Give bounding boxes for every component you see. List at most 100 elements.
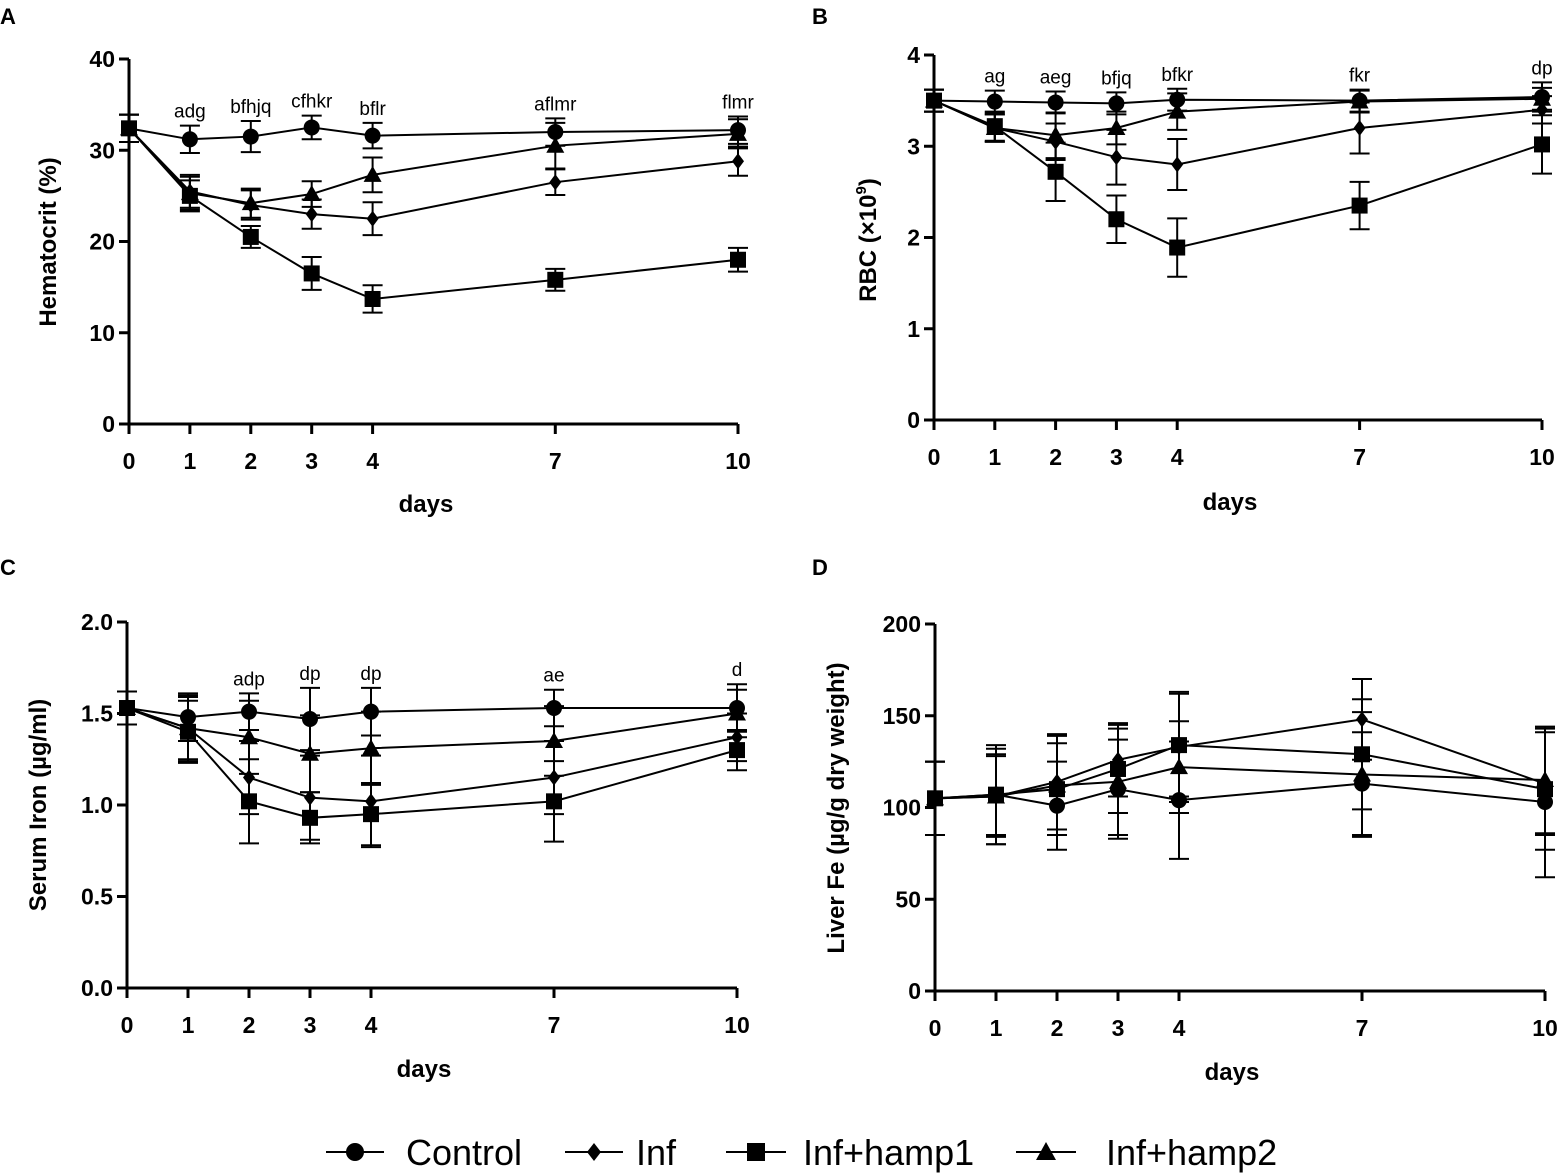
x-tick-label: 2 [1051, 1015, 1064, 1041]
series-line-inf-hamp1 [933, 99, 1543, 249]
legend-item-inf: Inf [565, 1132, 677, 1173]
y-tick-label: 100 [883, 795, 921, 821]
y-tick-label: 150 [883, 703, 921, 729]
data-point-inf-hamp2 [1046, 126, 1065, 143]
x-tick-label: 0 [121, 1012, 134, 1038]
y-tick-label: 0.0 [81, 975, 113, 1001]
y-tick-label: 20 [89, 229, 115, 255]
y-tick-label: 3 [907, 133, 920, 159]
data-point-inf [1353, 120, 1366, 136]
data-point-inf-hamp1 [1534, 136, 1550, 153]
x-tick-label: 2 [244, 448, 257, 474]
x-tick-label: 2 [243, 1012, 256, 1038]
panel-b-plot: 0 1 2 3 4 0 1 2 3 4 7 10 ag aeg bfjq bfkr fkr dp [907, 42, 1555, 470]
data-point-inf-hamp2 [179, 719, 197, 736]
panel-a: A 0 10 20 30 40 0 1 2 3 4 7 10 adg bfhjq cfhkr bflr aflm… [0, 4, 754, 518]
significance-label: cfhkr [291, 92, 333, 113]
data-point-inf-hamp2 [926, 789, 944, 806]
y-tick-label: 30 [89, 137, 115, 163]
data-point-inf-hamp2 [1533, 89, 1551, 106]
panel-b: B 0 1 2 3 4 0 1 2 3 4 7 10 ag aeg bfjq bfkr fkr dp RBC (×… [812, 4, 1555, 516]
series-line-inf-hamp2 [933, 97, 1543, 137]
y-tick-label: 50 [895, 886, 921, 912]
data-point-inf-hamp2 [120, 119, 138, 136]
significance-label: adg [174, 102, 206, 123]
panel-d: D 0 50 100 150 200 0 1 2 3 4 7 10 Liver Fe (µg/g dr… [812, 555, 1558, 1086]
data-point-inf-hamp2 [240, 728, 258, 745]
y-tick-label: 4 [907, 42, 920, 68]
legend-label-inf-hamp1: Inf+hamp1 [803, 1132, 974, 1173]
panel-c-plot: 0.0 0.5 1.0 1.5 2.0 0 1 2 3 4 7 10 adp dp dp ae d [81, 609, 750, 1038]
x-tick-label: 4 [365, 1012, 378, 1038]
data-point-inf-hamp2 [1168, 102, 1187, 119]
x-tick-label: 1 [182, 1012, 195, 1038]
panel-a-xlabel: days [399, 491, 454, 518]
data-point-control [1047, 94, 1064, 111]
data-point-inf [1110, 149, 1123, 166]
data-point-inf-hamp2 [301, 744, 319, 761]
data-point-inf-hamp2 [1350, 92, 1369, 109]
y-tick-label: 1 [907, 316, 920, 342]
significance-label: fkr [1349, 66, 1371, 87]
panel-a-letter: A [0, 4, 16, 29]
data-point-inf-hamp2 [1107, 119, 1126, 135]
data-point-inf-hamp1 [730, 251, 746, 268]
x-tick-label: 0 [929, 1015, 942, 1041]
series-line-inf [128, 127, 739, 220]
legend-label-inf-hamp2: Inf+hamp2 [1106, 1132, 1277, 1173]
data-point-inf-hamp2 [925, 91, 943, 108]
series-line-control [126, 707, 737, 720]
series-line-inf-hamp1 [126, 707, 738, 819]
data-point-inf-hamp1 [547, 271, 564, 288]
significance-label: dp [299, 664, 320, 685]
data-point-inf-hamp1 [1169, 239, 1186, 256]
data-point-inf-hamp1 [303, 265, 320, 282]
data-point-inf-hamp2 [987, 787, 1005, 804]
legend-item-inf-hamp1: Inf+hamp1 [726, 1132, 974, 1173]
x-tick-label: 0 [928, 444, 941, 470]
data-point-inf [549, 174, 562, 191]
x-tick-label: 10 [1529, 444, 1555, 470]
panel-d-plot: 0 50 100 150 200 0 1 2 3 4 7 10 [883, 611, 1558, 1041]
legend-label-inf: Inf [636, 1132, 677, 1173]
x-tick-label: 10 [725, 448, 751, 474]
legend-item-inf-hamp2: Inf+hamp2 [1016, 1132, 1277, 1173]
panel-c-letter: C [0, 555, 16, 580]
data-point-inf [1171, 156, 1184, 173]
y-tick-label: 0 [907, 407, 920, 433]
data-point-inf-hamp2 [1353, 765, 1371, 782]
significance-label: d [732, 660, 743, 681]
data-point-inf [366, 210, 379, 227]
significance-label: aflmr [534, 94, 577, 115]
panel-d-ylabel: Liver Fe (µg/g dry weight) [823, 662, 850, 953]
series-line-inf-hamp2 [128, 127, 739, 205]
series-line-inf [126, 707, 738, 803]
significance-label: bfhjq [230, 97, 271, 118]
x-tick-label: 10 [1532, 1015, 1558, 1041]
data-point-control [1108, 95, 1125, 112]
data-point-control [364, 127, 381, 144]
significance-label: dp [1531, 58, 1552, 79]
data-point-inf-hamp2 [241, 194, 260, 211]
legend-marker-diamond [587, 1143, 601, 1161]
legend-marker-circle [346, 1143, 364, 1161]
series-line-control [934, 782, 1546, 807]
y-tick-label: 1.5 [81, 701, 113, 727]
data-point-inf-hamp2 [1109, 772, 1127, 789]
x-tick-label: 4 [1173, 1015, 1186, 1041]
legend-marker-triangle [1036, 1142, 1056, 1160]
data-point-inf-hamp1 [1108, 211, 1125, 228]
data-point-inf-hamp2 [546, 136, 565, 153]
significance-label: flmr [722, 92, 754, 113]
x-tick-label: 1 [988, 444, 1001, 470]
panel-b-ylabel-suffix: ) [855, 178, 882, 186]
panel-b-xlabel: days [1203, 489, 1258, 516]
x-tick-label: 10 [724, 1012, 750, 1038]
panel-b-ylabel: RBC (×109) [853, 178, 882, 302]
x-tick-label: 7 [1356, 1015, 1369, 1041]
y-tick-label: 0.5 [81, 884, 113, 910]
x-tick-label: 7 [548, 1012, 561, 1038]
x-tick-label: 1 [990, 1015, 1003, 1041]
significance-label: adp [233, 669, 265, 690]
